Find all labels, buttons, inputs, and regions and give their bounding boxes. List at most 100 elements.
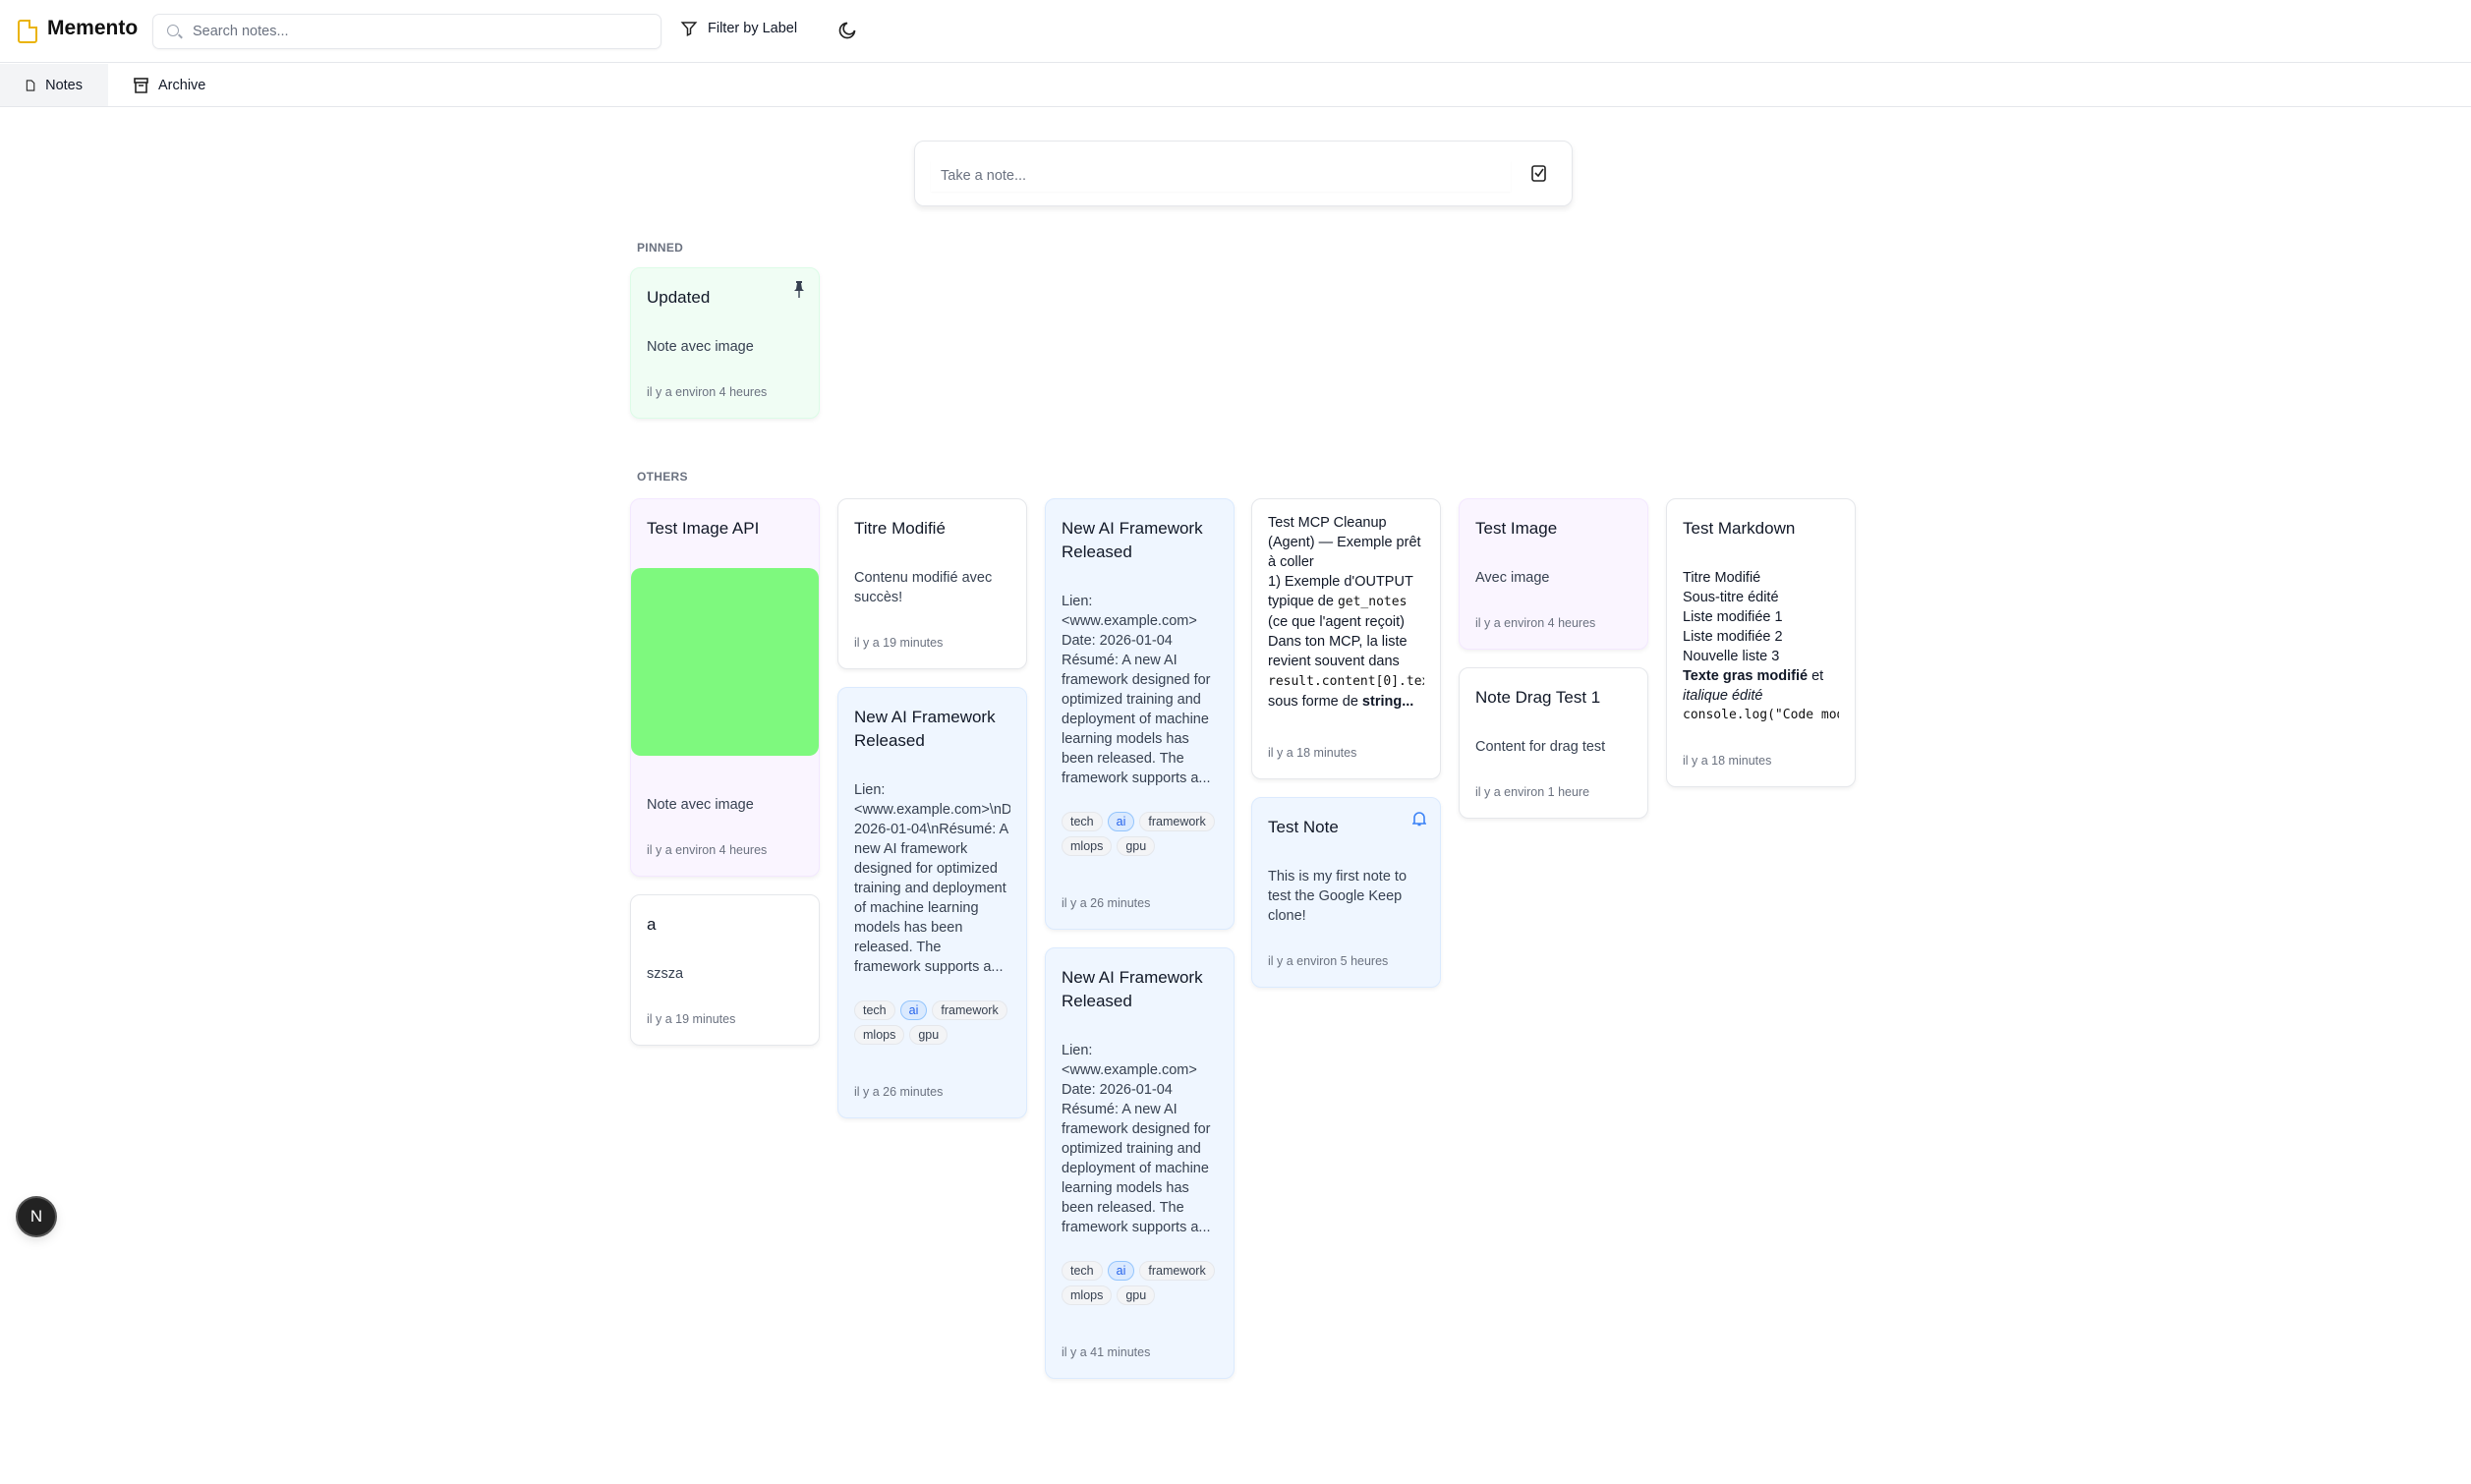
note-card[interactable]: Note Drag Test 1 Content for drag test i…	[1459, 667, 1648, 819]
tag-chip[interactable]: ai	[899, 1000, 928, 1020]
note-title: Test Note	[1268, 818, 1339, 836]
note-body: Content for drag test	[1475, 739, 1606, 755]
note-image	[631, 568, 819, 756]
app-header: Memento Filter by Label	[0, 0, 2471, 63]
others-heading: OTHERS	[637, 470, 688, 484]
note-card[interactable]: New AI Framework Released Lien: <www.exa…	[1045, 498, 1235, 930]
file-icon	[26, 79, 35, 91]
note-composer[interactable]	[914, 141, 1573, 206]
note-card[interactable]: Test MCP Cleanup (Agent) — Exemple prêt …	[1251, 498, 1441, 779]
note-body: This is my first note to test the Google…	[1268, 869, 1408, 924]
note-time: il y a 18 minutes	[1683, 754, 1772, 768]
md-line: Nouvelle liste 3	[1683, 649, 1780, 664]
tag-chip[interactable]: gpu	[1117, 836, 1156, 856]
bell-icon[interactable]	[1412, 811, 1426, 827]
note-title: New AI Framework Released	[1062, 968, 1203, 1010]
note-time: il y a 18 minutes	[1268, 746, 1357, 760]
note-title: New AI Framework Released	[1062, 519, 1203, 561]
tag-list: tech ai framework mlops gpu	[854, 1000, 1010, 1045]
text: Test MCP Cleanup (Agent) — Exemple prêt …	[1268, 515, 1421, 570]
note-body: Lien: <www.example.com> Date: 2026-01-04…	[1062, 1043, 1211, 1235]
note-card[interactable]: New AI Framework Released Lien: <www.exa…	[1045, 947, 1235, 1379]
note-body: Contenu modifié avec succès!	[854, 570, 993, 605]
note-title: Updated	[647, 288, 711, 307]
tag-chip[interactable]: framework	[1139, 812, 1215, 831]
tag-chip[interactable]: tech	[1062, 1261, 1103, 1281]
note-card[interactable]: New AI Framework Released Lien: <www.exa…	[837, 687, 1027, 1118]
note-title: Test Markdown	[1683, 519, 1796, 538]
md-line: Liste modifiée 1	[1683, 609, 1783, 625]
fab-label: N	[29, 1207, 43, 1226]
code-line: console.log("Code mod	[1683, 708, 1839, 722]
note-card[interactable]: Titre Modifié Contenu modifié avec succè…	[837, 498, 1027, 669]
pinned-column: Updated Note avec image il y a environ 4…	[630, 267, 820, 419]
notes-column-3: New AI Framework Released Lien: <www.exa…	[1045, 498, 1235, 1379]
filter-icon	[680, 22, 698, 36]
filter-by-label-button[interactable]: Filter by Label	[680, 20, 797, 37]
note-card[interactable]: Updated Note avec image il y a environ 4…	[630, 267, 820, 419]
notes-column-1: Test Image API Note avec image il y a en…	[630, 498, 820, 1046]
tag-chip[interactable]: mlops	[854, 1025, 905, 1045]
tag-chip[interactable]: tech	[854, 1000, 895, 1020]
tag-chip[interactable]: framework	[1139, 1261, 1215, 1281]
tag-chip[interactable]: ai	[1107, 812, 1135, 831]
dev-tools-button[interactable]: N	[18, 1198, 55, 1235]
bold-text: Texte gras modifié	[1683, 668, 1809, 684]
filter-label: Filter by Label	[708, 21, 798, 36]
note-body: Note avec image	[647, 339, 754, 355]
note-body: Test MCP Cleanup (Agent) — Exemple prêt …	[1268, 513, 1424, 712]
tag-chip[interactable]: ai	[1107, 1261, 1135, 1281]
notes-column-5: Test Image Avec image il y a environ 4 h…	[1459, 498, 1648, 819]
italic-text: italique édité	[1683, 688, 1763, 704]
search-input[interactable]	[193, 15, 645, 47]
text: 1) Exemple d'OUTPUT typique de	[1268, 574, 1413, 609]
note-card[interactable]: Test Image Avec image il y a environ 4 h…	[1459, 498, 1648, 650]
nav-tabs: Notes Archive	[0, 64, 2471, 107]
note-time: il y a 26 minutes	[1062, 896, 1151, 910]
bold-text: string...	[1361, 694, 1414, 710]
text: et	[1808, 668, 1824, 684]
note-title: Note Drag Test 1	[1475, 688, 1601, 707]
archive-icon	[134, 77, 148, 93]
tab-notes[interactable]: Notes	[0, 64, 108, 106]
note-title: Titre Modifié	[854, 519, 946, 538]
note-time: il y a 19 minutes	[647, 1012, 736, 1026]
take-note-input[interactable]	[931, 160, 1511, 192]
note-time: il y a environ 1 heure	[1475, 785, 1590, 799]
tag-chip[interactable]: gpu	[909, 1025, 948, 1045]
tab-label: Archive	[158, 77, 206, 93]
checkbox-list-icon[interactable]	[1531, 165, 1546, 182]
tag-chip[interactable]: gpu	[1117, 1285, 1156, 1305]
text: (ce que l'agent reçoit) Dans ton MCP, la…	[1268, 614, 1408, 669]
inline-code: get_notes	[1337, 595, 1408, 609]
tag-chip[interactable]: mlops	[1062, 836, 1113, 856]
tag-chip[interactable]: framework	[932, 1000, 1007, 1020]
tag-list: tech ai framework mlops gpu	[1062, 812, 1218, 856]
tag-list: tech ai framework mlops gpu	[1062, 1261, 1218, 1305]
note-card[interactable]: a szsza il y a 19 minutes	[630, 894, 820, 1046]
pin-icon[interactable]	[793, 281, 805, 299]
note-body: Titre Modifié Sous-titre édité Liste mod…	[1683, 568, 1839, 725]
tag-chip[interactable]: tech	[1062, 812, 1103, 831]
notes-column-4: Test MCP Cleanup (Agent) — Exemple prêt …	[1251, 498, 1441, 988]
note-card[interactable]: Test Markdown Titre Modifié Sous-titre é…	[1666, 498, 1856, 787]
md-line: Sous-titre édité	[1683, 590, 1779, 605]
note-time: il y a environ 4 heures	[647, 843, 768, 857]
md-line: Liste modifiée 2	[1683, 629, 1783, 645]
tab-archive[interactable]: Archive	[108, 64, 231, 106]
notes-column-6: Test Markdown Titre Modifié Sous-titre é…	[1666, 498, 1856, 787]
note-time: il y a environ 4 heures	[647, 385, 768, 399]
note-time: il y a 19 minutes	[854, 636, 944, 650]
note-body: Note avec image	[647, 797, 754, 813]
note-card[interactable]: Test Image API Note avec image il y a en…	[630, 498, 820, 877]
search-icon	[167, 25, 179, 36]
note-time: il y a 26 minutes	[854, 1085, 944, 1099]
tag-chip[interactable]: mlops	[1062, 1285, 1113, 1305]
note-title: a	[647, 915, 657, 934]
note-time: il y a 41 minutes	[1062, 1345, 1151, 1359]
search-box[interactable]	[152, 14, 661, 49]
text: sous forme de	[1268, 694, 1362, 710]
moon-icon[interactable]	[837, 21, 857, 40]
inline-code: result.content[0].tex	[1268, 674, 1424, 689]
note-card[interactable]: Test Note This is my first note to test …	[1251, 797, 1441, 988]
